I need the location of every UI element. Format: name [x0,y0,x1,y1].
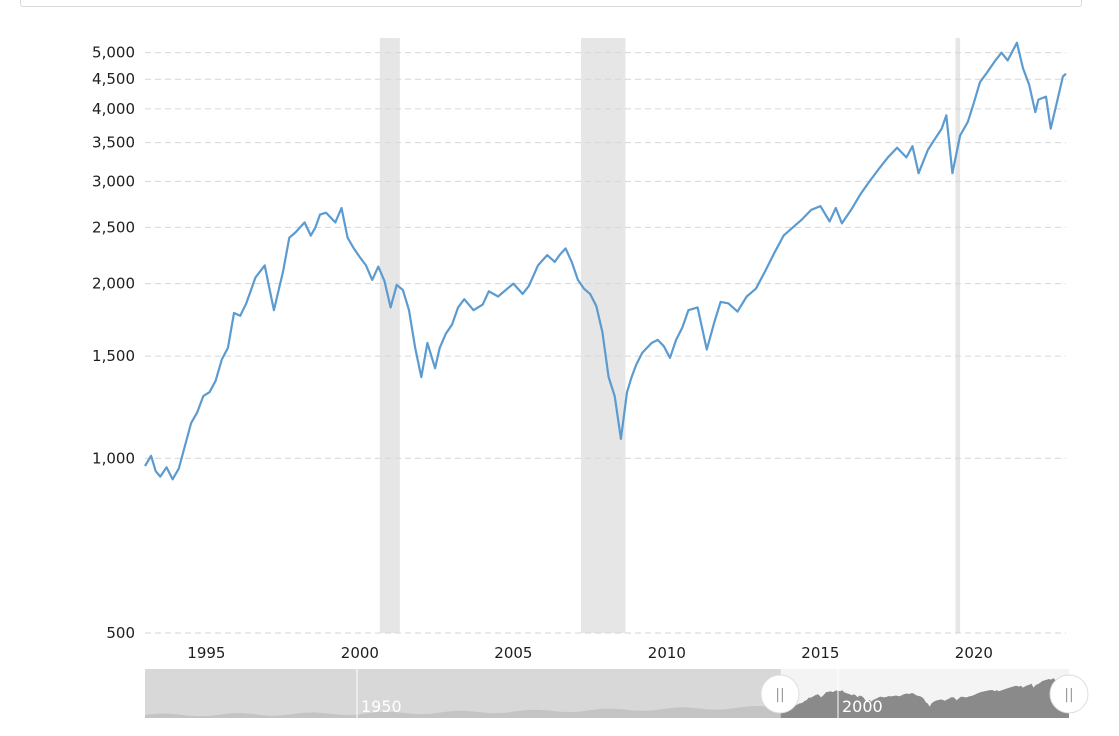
x-tick-label: 2015 [801,644,839,662]
y-tick-label: 4,000 [92,100,135,118]
x-axis-labels: 1995 2000 2005 2010 2015 2020 [187,644,993,662]
handle-knob[interactable] [1049,674,1089,714]
navigator-year-label: 1950 [361,697,402,716]
top-panel-edge [20,0,1082,7]
series-line [144,41,1067,481]
navigator-handle-right[interactable]: || [1049,674,1089,714]
range-navigator[interactable]: 1950 2000 || || [145,669,1089,718]
recession-bands [379,38,961,633]
x-tick-label: 2005 [494,644,532,662]
x-tick-label: 2010 [648,644,686,662]
recession-band-0 [379,38,400,633]
y-tick-label: 3,000 [92,172,135,190]
y-tick-label: 1,000 [92,449,135,467]
navigator-handle-left[interactable]: || [760,674,800,714]
handle-grip-icon: || [1064,687,1073,703]
navigator-area-unselected [145,706,781,718]
navigator-year-label: 2000 [842,697,883,716]
x-tick-label: 2020 [955,644,993,662]
y-tick-label: 5,000 [92,44,135,62]
y-tick-label: 4,500 [92,70,135,88]
y-tick-label: 2,500 [92,218,135,236]
y-tick-label: 3,500 [92,134,135,152]
recession-band-2 [955,38,961,633]
navigator-labels: 1950 2000 [356,669,883,718]
navigator-area-selected [780,678,1069,718]
y-tick-label: 500 [106,624,135,642]
y-axis-labels: 500 1,000 1,500 2,000 2,500 3,000 3,500 4,000 4,… [92,44,135,642]
y-tick-label: 1,500 [92,347,135,365]
x-tick-label: 2000 [341,644,379,662]
handle-knob[interactable] [760,674,800,714]
handle-grip-icon: || [775,687,784,703]
x-tick-label: 1995 [187,644,225,662]
y-tick-label: 2,000 [92,275,135,293]
